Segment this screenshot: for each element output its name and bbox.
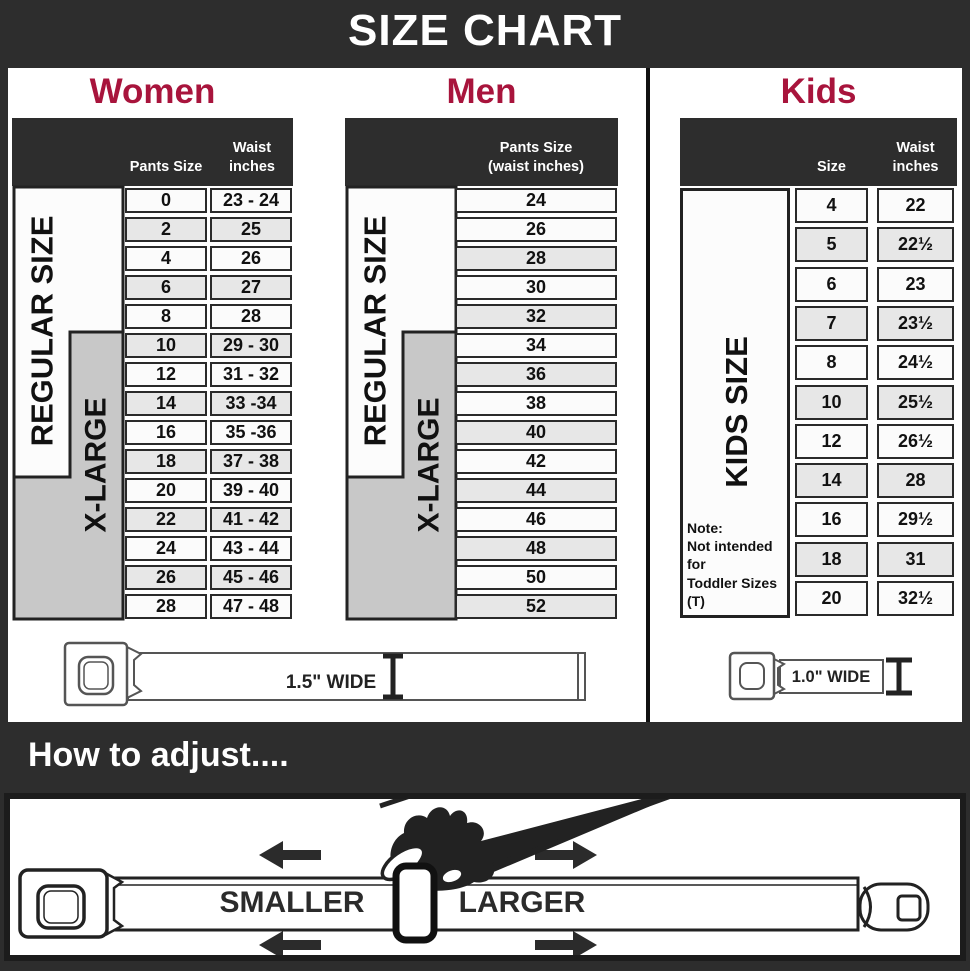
women-col2-header: Waist inches — [229, 139, 275, 176]
width-ibeam-icon — [383, 653, 403, 700]
men-col-header-line2: (waist inches) — [488, 159, 584, 176]
belt-tip-slot — [896, 894, 922, 922]
kids-note-line3: Toddler Sizes (T) — [687, 574, 777, 609]
larger-arrows-icon — [535, 841, 597, 955]
how-to-band — [0, 722, 970, 793]
kids-heading: Kids — [780, 72, 857, 111]
men-regular-label: REGULAR SIZE — [358, 216, 393, 447]
men-regular-band — [345, 185, 458, 479]
page-title: SIZE CHART — [348, 6, 622, 55]
belt-adjuster-slider — [392, 862, 438, 944]
adult-belt-width-label: 1.5" WIDE — [286, 672, 376, 693]
kids-col2-header: Waist inches — [892, 139, 939, 176]
hand-silhouette — [390, 799, 671, 891]
kids-col1-header: Size — [816, 159, 846, 176]
kids-belt-strap — [779, 659, 884, 694]
width-ibeam-icon — [886, 657, 912, 696]
men-table-header: Pants Size (waist inches) — [345, 118, 618, 186]
section-divider — [646, 68, 650, 722]
adjust-illustration: SMALLER LARGER — [18, 799, 930, 955]
women-col1-header: Pants Size — [129, 159, 203, 176]
women-regular-label: REGULAR SIZE — [25, 216, 60, 447]
fingertip — [439, 866, 465, 886]
men-xlarge-label: X-LARGE — [413, 398, 446, 533]
men-size-bands: REGULAR SIZE X-LARGE — [345, 185, 458, 621]
women-size-bands: REGULAR SIZE X-LARGE — [12, 185, 125, 621]
kids-belt-width-label: 1.0" WIDE — [792, 668, 870, 686]
larger-label: LARGER — [459, 886, 586, 919]
adult-belt-illustration: 1.5" WIDE — [63, 641, 586, 707]
kids-table-header: Size Waist inches — [680, 118, 957, 186]
kids-note-line2: Not intended for — [687, 538, 773, 573]
women-heading: Women — [89, 72, 216, 111]
women-table-header: Pants Size Waist inches — [12, 118, 293, 186]
kids-band-label: KIDS SIZE — [719, 336, 754, 488]
adult-belt-strap — [127, 652, 586, 701]
men-heading: Men — [446, 72, 517, 111]
men-col-header: Pants Size (waist inches) — [455, 139, 617, 178]
men-col-header-line1: Pants Size — [499, 139, 573, 156]
smaller-label: SMALLER — [220, 886, 365, 919]
kids-note: Note: Not intended for Toddler Sizes (T) — [687, 519, 787, 610]
smaller-arrows-icon — [259, 841, 321, 955]
how-to-heading: How to adjust.... — [28, 736, 289, 774]
women-xlarge-label: X-LARGE — [80, 398, 113, 533]
kids-size-band: KIDS SIZE Note: Not intended for Toddler… — [680, 188, 790, 618]
kids-note-line1: Note: — [687, 520, 723, 537]
women-regular-band — [12, 185, 125, 479]
kids-belt-illustration: 1.0" WIDE — [728, 651, 912, 701]
